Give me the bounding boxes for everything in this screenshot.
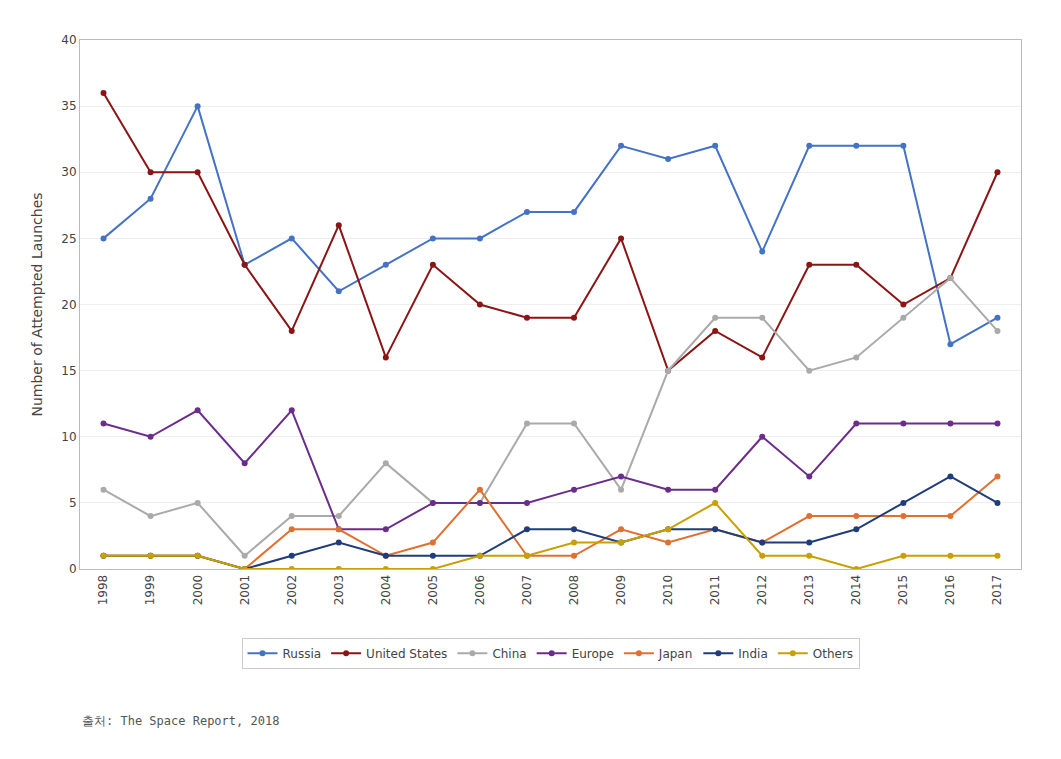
svg-text:Others: Others bbox=[813, 647, 853, 661]
svg-text:2000: 2000 bbox=[191, 575, 205, 606]
svg-text:2013: 2013 bbox=[802, 575, 816, 606]
svg-text:2015: 2015 bbox=[896, 575, 910, 606]
svg-text:1999: 1999 bbox=[143, 575, 157, 606]
svg-text:30: 30 bbox=[61, 165, 76, 179]
svg-text:2012: 2012 bbox=[755, 575, 769, 606]
svg-text:2001: 2001 bbox=[238, 575, 252, 606]
svg-text:China: China bbox=[492, 647, 526, 661]
svg-text:35: 35 bbox=[61, 99, 76, 113]
svg-text:2006: 2006 bbox=[473, 575, 487, 606]
svg-text:출처: The Space Report, 2018: 출처: The Space Report, 2018 bbox=[82, 714, 279, 728]
svg-text:2010: 2010 bbox=[661, 575, 675, 606]
svg-text:20: 20 bbox=[61, 298, 76, 312]
svg-text:2003: 2003 bbox=[332, 575, 346, 606]
svg-text:Russia: Russia bbox=[283, 647, 322, 661]
svg-text:2017: 2017 bbox=[990, 575, 1004, 606]
svg-text:5: 5 bbox=[69, 496, 77, 510]
svg-text:10: 10 bbox=[61, 430, 76, 444]
svg-text:0: 0 bbox=[69, 562, 77, 576]
svg-text:2009: 2009 bbox=[614, 575, 628, 606]
svg-text:2005: 2005 bbox=[426, 575, 440, 606]
svg-text:India: India bbox=[738, 647, 767, 661]
svg-text:Europe: Europe bbox=[572, 647, 614, 661]
svg-text:Japan: Japan bbox=[658, 647, 692, 661]
svg-text:2014: 2014 bbox=[849, 575, 863, 606]
svg-text:2011: 2011 bbox=[708, 575, 722, 606]
svg-text:Number of Attempted Launches: Number of Attempted Launches bbox=[29, 192, 45, 416]
svg-text:United States: United States bbox=[366, 647, 447, 661]
svg-text:40: 40 bbox=[61, 33, 76, 47]
svg-text:2016: 2016 bbox=[943, 575, 957, 606]
svg-text:25: 25 bbox=[61, 232, 76, 246]
svg-text:2002: 2002 bbox=[285, 575, 299, 606]
svg-text:1998: 1998 bbox=[96, 575, 110, 606]
svg-text:2004: 2004 bbox=[379, 575, 393, 606]
svg-text:2008: 2008 bbox=[567, 575, 581, 606]
svg-text:15: 15 bbox=[61, 364, 76, 378]
svg-text:2007: 2007 bbox=[520, 575, 534, 606]
